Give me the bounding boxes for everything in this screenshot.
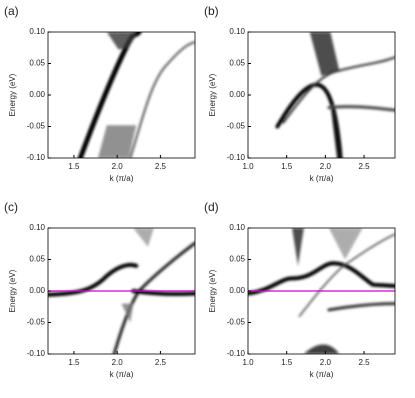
y-tick-label: 0.00	[229, 90, 245, 99]
band	[121, 303, 134, 323]
x-tick-label: 2.5	[155, 162, 167, 171]
y-tick-label: 0.10	[29, 27, 45, 36]
y-tick-label: -0.05	[27, 122, 46, 131]
panel: (d) -0.10 -0.05 0.00 0.05 0.10 1.0 1.5 2.0 2.5 k (…	[204, 200, 396, 379]
band	[133, 228, 154, 247]
x-tick-label: 1.5	[281, 162, 293, 171]
band	[277, 85, 340, 158]
y-tick-label: 0.10	[229, 223, 245, 232]
y-axis-label: Energy (eV)	[8, 269, 17, 312]
x-tick-label: 2.5	[358, 162, 370, 171]
band	[283, 57, 395, 123]
y-axis-label: Energy (eV)	[8, 73, 17, 116]
y-axis-label: Energy (eV)	[208, 269, 217, 312]
y-tick-label: -0.05	[227, 318, 246, 327]
band	[292, 228, 304, 266]
x-axis-label: k (π/a)	[110, 370, 134, 379]
density-image	[248, 228, 395, 354]
y-tick-label: 0.05	[29, 255, 45, 264]
x-tick-label: 1.0	[242, 162, 254, 171]
panel-label: (a)	[4, 4, 19, 18]
panel: (b) -0.10 -0.05 0.00 0.05 0.10 1.0 1.5 2.0 2.5 k (…	[204, 4, 396, 183]
band	[329, 304, 395, 310]
x-tick-label: 1.5	[68, 358, 80, 367]
y-tick-label: 0.05	[29, 59, 45, 68]
band	[309, 32, 340, 77]
y-tick-label: 0.10	[229, 27, 245, 36]
y-tick-label: 0.10	[29, 223, 45, 232]
y-tick-label: 0.05	[229, 255, 245, 264]
y-tick-label: 0.00	[29, 90, 45, 99]
y-tick-label: -0.10	[227, 153, 246, 162]
band	[48, 265, 136, 295]
x-tick-label: 1.0	[242, 358, 254, 367]
y-tick-label: -0.10	[27, 153, 46, 162]
y-tick-label: 0.00	[29, 286, 45, 295]
density-image	[277, 32, 395, 158]
panel-label: (b)	[204, 4, 219, 18]
x-tick-label: 1.5	[281, 358, 293, 367]
band	[303, 344, 340, 354]
y-tick-label: 0.05	[229, 59, 245, 68]
band	[114, 243, 195, 354]
y-tick-label: 0.00	[229, 286, 245, 295]
y-tick-label: -0.05	[27, 318, 46, 327]
x-tick-label: 1.5	[68, 162, 80, 171]
band	[299, 234, 395, 316]
x-axis-label: k (π/a)	[310, 370, 334, 379]
y-tick-label: -0.10	[227, 349, 246, 358]
panel-label: (d)	[204, 200, 219, 214]
panel: (c) -0.10 -0.05 0.00 0.05 0.10 1.5 2.0 2.5 k (π/a…	[4, 200, 196, 379]
x-tick-label: 2.5	[358, 358, 370, 367]
band	[130, 42, 195, 158]
x-tick-label: 2.0	[112, 358, 124, 367]
panel: (a) -0.10 -0.05 0.00 0.05 0.10 1.5 2.0 2.5 k (π/a…	[4, 4, 196, 183]
band	[106, 32, 137, 50]
x-axis-label: k (π/a)	[110, 174, 134, 183]
x-tick-label: 2.0	[320, 162, 332, 171]
x-axis-label: k (π/a)	[310, 174, 334, 183]
x-tick-label: 2.0	[112, 162, 124, 171]
panel-label: (c)	[4, 200, 18, 214]
band	[248, 263, 395, 293]
band	[333, 110, 339, 158]
band	[97, 125, 137, 158]
density-image	[80, 32, 195, 158]
y-axis-label: Energy (eV)	[208, 73, 217, 116]
x-tick-label: 2.5	[155, 358, 167, 367]
y-tick-label: -0.05	[227, 122, 246, 131]
y-tick-label: -0.10	[27, 349, 46, 358]
band	[328, 228, 363, 260]
band	[329, 107, 395, 111]
x-tick-label: 2.0	[320, 358, 332, 367]
